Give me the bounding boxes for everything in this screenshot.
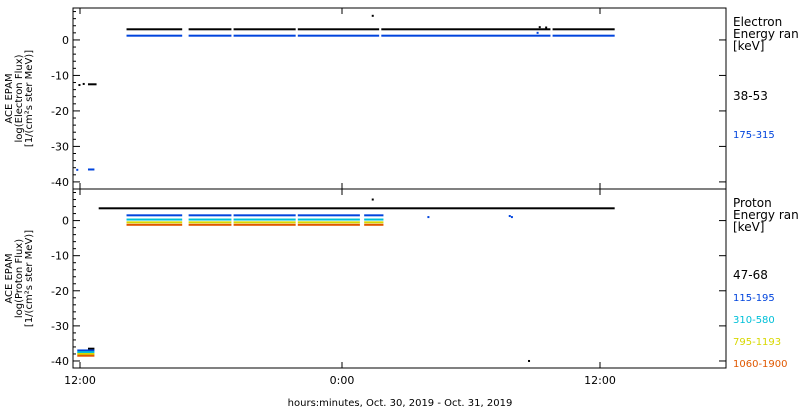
data-segment	[77, 351, 95, 354]
data-segment	[188, 218, 232, 221]
data-segment	[233, 34, 296, 37]
legend-entry: 38-53	[733, 89, 768, 103]
y-axis-label: [1/(cm²s ster MeV)]	[24, 50, 35, 147]
data-segment	[126, 221, 183, 224]
data-segment	[233, 218, 296, 221]
data-segment	[188, 221, 232, 224]
legend-entry: 795-1193	[733, 337, 781, 348]
data-segment	[77, 354, 95, 357]
data-segment	[188, 28, 232, 31]
data-segment	[188, 223, 232, 226]
data-segment	[126, 218, 183, 221]
series-795-1193	[77, 221, 384, 355]
data-segment	[364, 218, 384, 221]
y-tick-label: -20	[51, 105, 69, 118]
data-segment	[297, 218, 360, 221]
data-segment	[233, 28, 296, 31]
data-point	[508, 215, 511, 218]
data-segment	[126, 34, 183, 37]
legend-title: Energy ran	[733, 27, 799, 41]
legend-entry: 310-580	[733, 315, 775, 326]
data-point	[528, 359, 531, 362]
data-point	[76, 168, 79, 171]
data-segment	[297, 28, 380, 31]
y-axis-label: log(Proton Flux)	[14, 239, 25, 318]
data-segment	[297, 34, 380, 37]
data-segment	[87, 168, 95, 171]
data-segment	[233, 214, 296, 217]
data-point	[545, 26, 548, 29]
data-point	[371, 198, 374, 201]
x-tick-label: 0:00	[330, 374, 355, 387]
data-segment	[381, 34, 551, 37]
y-axis-label: ACE EPAM	[4, 253, 15, 303]
data-segment	[87, 83, 97, 86]
y-tick-label: 0	[62, 215, 69, 228]
legend-title: Electron	[733, 15, 782, 29]
legend-entry: 47-68	[733, 268, 768, 282]
data-segment	[77, 352, 95, 355]
data-segment	[188, 214, 232, 217]
legend-entry: 115-195	[733, 293, 775, 304]
data-segment	[364, 223, 384, 226]
data-point	[371, 14, 374, 17]
data-segment	[98, 207, 615, 210]
y-axis-label: log(Electron Flux)	[14, 54, 25, 142]
data-segment	[126, 28, 183, 31]
legend-title: [keV]	[733, 39, 764, 53]
y-tick-label: -10	[51, 250, 69, 263]
y-axis-label: [1/(cm²s ster MeV)]	[24, 230, 35, 327]
y-axis-label: ACE EPAM	[4, 73, 15, 123]
data-point	[538, 26, 541, 29]
legend-title: [keV]	[733, 220, 764, 234]
x-tick-label: 12:00	[584, 374, 616, 387]
data-segment	[233, 221, 296, 224]
data-point	[78, 84, 81, 87]
plot-frame	[72, 188, 727, 369]
data-segment	[233, 223, 296, 226]
y-tick-label: -40	[51, 176, 69, 189]
data-segment	[126, 223, 183, 226]
x-axis-label: hours:minutes, Oct. 30, 2019 - Oct. 31, …	[288, 398, 513, 409]
y-tick-label: -10	[51, 69, 69, 82]
data-point	[510, 216, 513, 219]
y-tick-label: 0	[62, 34, 69, 47]
data-segment	[297, 223, 360, 226]
data-segment	[87, 347, 95, 350]
data-segment	[552, 34, 615, 37]
legend-title: Proton	[733, 196, 772, 210]
y-tick-label: -40	[51, 355, 69, 368]
data-segment	[297, 214, 360, 217]
series-47-68	[87, 198, 615, 362]
data-segment	[188, 34, 232, 37]
series-38-53	[78, 14, 615, 87]
y-tick-label: -30	[51, 140, 69, 153]
series-115-195	[77, 214, 513, 352]
data-segment	[364, 221, 384, 224]
legend-entry: 1060-1900	[733, 359, 788, 370]
y-tick-label: -30	[51, 320, 69, 333]
series-310-580	[77, 218, 384, 354]
data-segment	[297, 221, 360, 224]
legend-title: Energy ran	[733, 208, 799, 222]
data-point	[427, 216, 430, 219]
data-point	[82, 82, 85, 85]
legend-entry: 175-315	[733, 130, 775, 141]
data-segment	[77, 349, 95, 352]
x-tick-label: 12:00	[64, 374, 96, 387]
data-point	[536, 31, 539, 34]
series-175-315	[76, 31, 615, 171]
data-segment	[126, 214, 183, 217]
series-1060-1900	[77, 223, 384, 357]
proton-panel: 0 -10 -20 -30 -40 ACE EPAM log(Proton Flux) [1/…	[4, 188, 799, 370]
data-segment	[381, 28, 551, 31]
data-segment	[552, 28, 615, 31]
x-axis: 12:00 0:00 12:00	[64, 374, 616, 387]
y-tick-label: -20	[51, 285, 69, 298]
data-segment	[364, 214, 384, 217]
